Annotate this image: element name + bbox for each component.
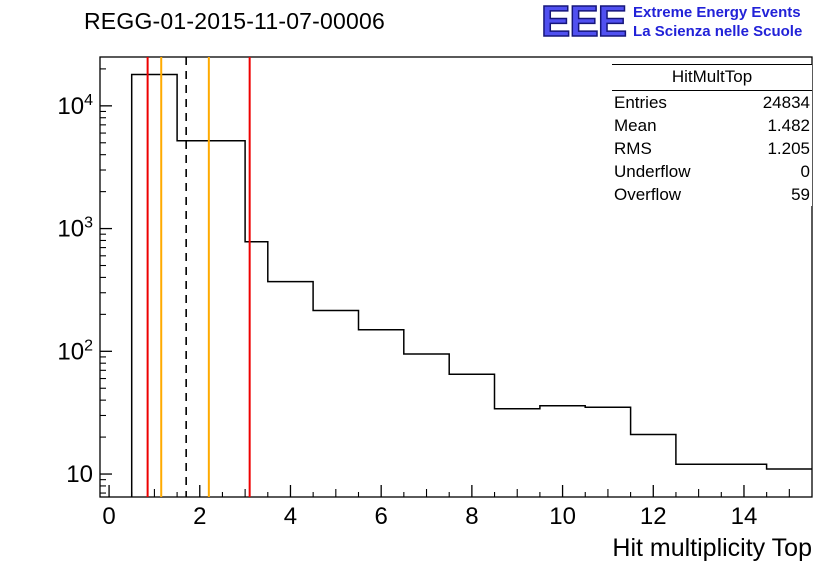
stats-value: 24834	[762, 93, 810, 112]
eee-logo-line2: La Scienza nelle Scuole	[633, 23, 803, 40]
stats-row-mean: Mean 1.482	[612, 114, 812, 137]
svg-text:0: 0	[102, 503, 115, 530]
svg-text:8: 8	[465, 503, 478, 530]
eee-logo: EEE Extreme Energy Events La Scienza nel…	[540, 0, 802, 46]
stats-label: Underflow	[614, 162, 691, 181]
stats-label: Mean	[614, 116, 657, 135]
svg-text:10: 10	[66, 461, 93, 488]
eee-logo-line1: Extreme Energy Events	[633, 4, 801, 21]
stats-label: Entries	[614, 93, 667, 112]
stats-label: Overflow	[614, 185, 682, 204]
stats-row-underflow: Underflow 0	[612, 160, 812, 183]
stats-row-rms: RMS 1.205	[612, 137, 812, 160]
svg-text:103: 103	[57, 215, 93, 243]
svg-text:4: 4	[284, 503, 297, 530]
stats-row-entries: Entries 24834	[612, 91, 812, 114]
svg-text:2: 2	[193, 503, 206, 530]
eee-logo-acronym: EEE	[540, 0, 628, 46]
svg-text:102: 102	[57, 337, 93, 365]
stats-box: HitMultTop Entries 24834 Mean 1.482 RMS …	[612, 64, 812, 206]
stats-row-overflow: Overflow 59	[612, 183, 812, 206]
stats-box-title: HitMultTop	[612, 65, 812, 91]
stats-value: 1.205	[767, 139, 810, 158]
svg-text:10: 10	[549, 503, 576, 530]
eee-logo-text: Extreme Energy Events La Scienza nelle S…	[633, 0, 802, 41]
svg-text:14: 14	[731, 503, 758, 530]
svg-text:12: 12	[640, 503, 667, 530]
plot-title: REGG-01-2015-11-07-00006	[84, 8, 385, 34]
svg-text:6: 6	[374, 503, 387, 530]
stats-value: 1.482	[767, 116, 810, 135]
stats-value: 59	[791, 185, 810, 204]
stats-label: RMS	[614, 139, 652, 158]
stats-value: 0	[800, 162, 810, 181]
x-axis-title: Hit multiplicity Top	[612, 534, 812, 562]
svg-text:104: 104	[57, 92, 93, 120]
